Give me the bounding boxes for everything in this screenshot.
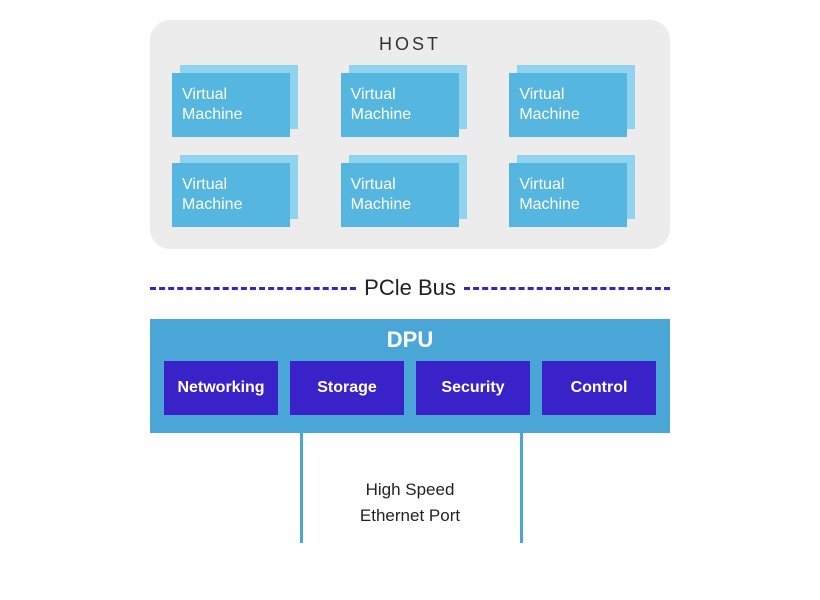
ethernet-label-line1: High Speed: [366, 480, 455, 499]
vm-label-line1: Virtual: [182, 85, 290, 105]
vm-stack: Virtual Machine: [172, 65, 311, 137]
vm-card-front: Virtual Machine: [509, 73, 627, 137]
vm-label-line2: Machine: [351, 195, 459, 215]
dpu-cell-storage: Storage: [290, 361, 404, 415]
ethernet-label-line2: Ethernet Port: [360, 506, 460, 525]
vm-stack: Virtual Machine: [509, 155, 648, 227]
bus-label: PCle Bus: [364, 275, 456, 301]
dpu-cell-networking: Networking: [164, 361, 278, 415]
vm-card-front: Virtual Machine: [172, 163, 290, 227]
vm-grid: Virtual Machine Virtual Machine Virtual …: [172, 65, 648, 227]
vm-stack: Virtual Machine: [509, 65, 648, 137]
bus-dash-right: [464, 287, 670, 290]
vm-label-line1: Virtual: [182, 175, 290, 195]
host-title: HOST: [172, 34, 648, 55]
vm-label-line2: Machine: [351, 105, 459, 125]
dpu-cells-row: Networking Storage Security Control: [164, 361, 656, 415]
vm-card-front: Virtual Machine: [509, 163, 627, 227]
vm-label-line1: Virtual: [351, 175, 459, 195]
ethernet-section: High Speed Ethernet Port: [150, 433, 670, 553]
vm-card-front: Virtual Machine: [341, 73, 459, 137]
diagram-canvas: HOST Virtual Machine Virtual Machine: [150, 20, 670, 553]
host-container: HOST Virtual Machine Virtual Machine: [150, 20, 670, 249]
vm-label-line2: Machine: [519, 195, 627, 215]
vm-label-line2: Machine: [182, 195, 290, 215]
vm-stack: Virtual Machine: [172, 155, 311, 227]
pcie-bus-row: PCle Bus: [150, 275, 670, 301]
vm-stack: Virtual Machine: [341, 65, 480, 137]
vm-card-front: Virtual Machine: [341, 163, 459, 227]
vm-label-line2: Machine: [519, 105, 627, 125]
dpu-cell-control: Control: [542, 361, 656, 415]
ethernet-label: High Speed Ethernet Port: [150, 477, 670, 528]
vm-label-line2: Machine: [182, 105, 290, 125]
vm-stack: Virtual Machine: [341, 155, 480, 227]
vm-label-line1: Virtual: [519, 85, 627, 105]
vm-label-line1: Virtual: [519, 175, 627, 195]
dpu-cell-security: Security: [416, 361, 530, 415]
bus-dash-left: [150, 287, 356, 290]
vm-label-line1: Virtual: [351, 85, 459, 105]
dpu-title: DPU: [164, 327, 656, 353]
dpu-container: DPU Networking Storage Security Control: [150, 319, 670, 433]
vm-card-front: Virtual Machine: [172, 73, 290, 137]
